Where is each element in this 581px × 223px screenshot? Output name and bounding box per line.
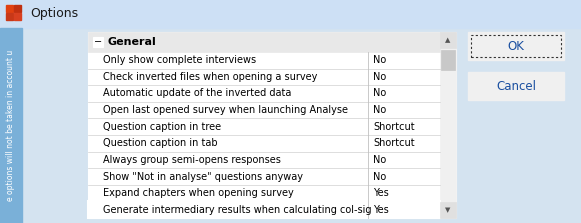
Text: Yes: Yes (373, 205, 389, 215)
Text: ▼: ▼ (445, 207, 451, 213)
Text: Shortcut: Shortcut (373, 122, 415, 132)
Text: OK: OK (508, 39, 525, 52)
Text: No: No (373, 55, 386, 65)
Text: Options: Options (30, 8, 78, 21)
Text: Cancel: Cancel (496, 80, 536, 93)
Bar (0, 28, 22, 223)
Bar (6, 5, 13, 12)
Text: No: No (373, 72, 386, 82)
Bar (6, 13, 13, 20)
Text: General: General (108, 37, 157, 47)
Bar (440, 32, 456, 48)
Bar (440, 202, 456, 218)
Text: Yes: Yes (373, 188, 389, 198)
Text: No: No (373, 171, 386, 182)
Text: Open last opened survey when launching Analyse: Open last opened survey when launching A… (103, 105, 348, 115)
Text: Always group semi-opens responses: Always group semi-opens responses (103, 155, 281, 165)
Text: Question caption in tab: Question caption in tab (103, 138, 218, 148)
Bar (93, 37, 103, 47)
Bar (14, 5, 21, 12)
Bar (88, 201, 440, 218)
Text: Question caption in tree: Question caption in tree (103, 122, 221, 132)
Text: Check inverted files when opening a survey: Check inverted files when opening a surv… (103, 72, 317, 82)
Text: No: No (373, 89, 386, 99)
Bar (88, 32, 456, 218)
Bar (440, 32, 456, 218)
Text: No: No (373, 105, 386, 115)
Bar (88, 32, 440, 52)
Text: Expand chapters when opening survey: Expand chapters when opening survey (103, 188, 294, 198)
Bar (14, 13, 21, 20)
Bar (468, 72, 564, 100)
Text: ▲: ▲ (445, 37, 451, 43)
Text: e options will not be taken in account u: e options will not be taken in account u (6, 50, 16, 201)
Bar (0, 0, 581, 28)
Bar (468, 32, 564, 60)
Text: Shortcut: Shortcut (373, 138, 415, 148)
Bar (441, 50, 455, 70)
Text: Only show complete interviews: Only show complete interviews (103, 55, 256, 65)
Text: −: − (94, 37, 102, 47)
Text: Automatic update of the inverted data: Automatic update of the inverted data (103, 89, 292, 99)
Text: Generate intermediary results when calculating col-sig: Generate intermediary results when calcu… (103, 205, 371, 215)
Text: Show "Not in analyse" questions anyway: Show "Not in analyse" questions anyway (103, 171, 303, 182)
Text: No: No (373, 155, 386, 165)
Bar (471, 35, 561, 57)
